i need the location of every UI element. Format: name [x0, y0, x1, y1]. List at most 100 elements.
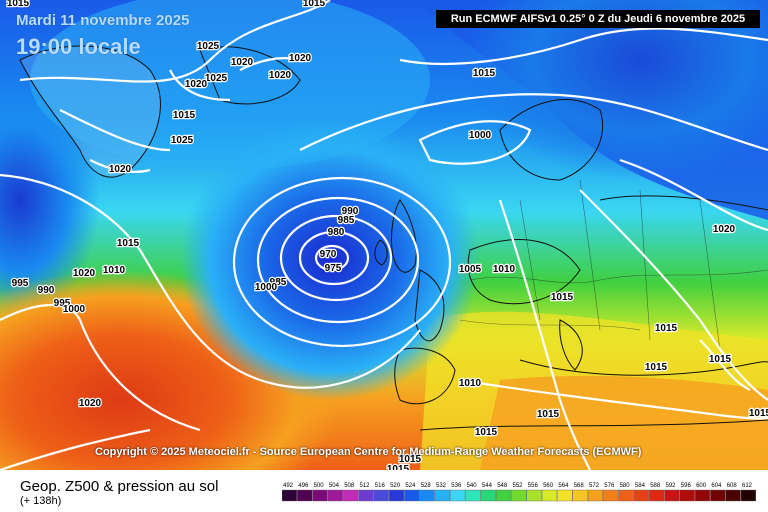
scale-swatch	[404, 489, 420, 502]
scale-label: 556	[528, 483, 539, 489]
scale-label: 612	[742, 483, 753, 489]
pressure-label: 1015	[173, 110, 196, 121]
pressure-label: 1010	[459, 378, 482, 389]
pressure-label: 1015	[709, 354, 732, 365]
pressure-label: 980	[328, 227, 345, 238]
forecast-lead-time: (+ 138h)	[20, 495, 62, 507]
pressure-label: 1025	[197, 41, 220, 52]
pressure-label: 1020	[289, 53, 312, 64]
scale-label: 532	[436, 483, 447, 489]
scale-swatch	[327, 489, 343, 502]
scale-label: 552	[512, 483, 523, 489]
pressure-label: 1020	[73, 268, 96, 279]
country-borders	[459, 179, 768, 351]
northeast-low-area	[460, 0, 768, 180]
scale-label: 564	[558, 483, 569, 489]
scale-swatch	[603, 489, 619, 502]
pressure-label: 1015	[399, 454, 422, 465]
scale-swatch	[633, 489, 649, 502]
scale-swatch	[419, 489, 435, 502]
scale-label: 600	[696, 483, 707, 489]
scale-swatch	[664, 489, 680, 502]
pressure-label: 1020	[269, 70, 292, 81]
pressure-label: 1000	[63, 304, 86, 315]
scale-swatch	[312, 489, 328, 502]
pressure-label: 1015	[655, 323, 678, 334]
scale-label: 512	[359, 483, 370, 489]
scale-label: 576	[604, 483, 615, 489]
pressure-label: 1020	[79, 398, 102, 409]
pressure-label: 1000	[469, 130, 492, 141]
scale-swatch	[480, 489, 496, 502]
scale-label: 504	[329, 483, 340, 489]
pressure-label: 985	[338, 215, 355, 226]
pressure-label: 970	[320, 249, 337, 260]
forecast-time: 19:00 locale	[16, 34, 141, 59]
scale-swatch	[434, 489, 451, 502]
scale-swatch	[649, 489, 665, 502]
pressure-label: 975	[325, 263, 342, 274]
scale-label: 492	[283, 483, 294, 489]
pressure-label: 985	[270, 277, 287, 288]
greenland-area	[30, 0, 430, 170]
scale-swatch	[740, 489, 757, 502]
scale-swatch	[343, 489, 359, 502]
color-scale: 492 496 500 504 508 512 516 520 524 528 532 536 540 5…	[282, 483, 757, 502]
west-low-area	[0, 80, 100, 320]
pressure-label: 1025	[171, 135, 194, 146]
scale-label: 536	[451, 483, 462, 489]
pressure-label: 1015	[749, 408, 768, 419]
scale-swatch	[297, 489, 313, 502]
scale-swatch	[465, 489, 481, 502]
scale-label: 528	[421, 483, 432, 489]
north-africa-warm-area	[480, 375, 768, 470]
pressure-label: 1005	[459, 264, 482, 275]
scale-swatch	[557, 489, 573, 502]
pressure-label: 1015	[475, 427, 498, 438]
scale-label: 604	[711, 483, 722, 489]
pressure-label: 1015	[117, 238, 140, 249]
weather-map: 1015 1015 1025 1020 1020 1025 1020 1020 …	[0, 0, 768, 470]
scale-swatch	[526, 489, 542, 502]
scale-label: 516	[375, 483, 386, 489]
scale-label: 572	[589, 483, 600, 489]
pressure-label: 1015	[537, 409, 560, 420]
pressure-label: 1015	[551, 292, 574, 303]
scale-swatch	[450, 489, 466, 502]
copyright-notice: Copyright © 2025 Meteociel.fr - Source E…	[95, 446, 642, 458]
pressure-label: 1015	[473, 68, 496, 79]
chart-title: Geop. Z500 & pression au sol	[20, 478, 219, 495]
scale-label: 596	[681, 483, 692, 489]
scale-swatch	[725, 489, 741, 502]
pressure-label: 1025	[205, 73, 228, 84]
forecast-date: Mardi 11 novembre 2025	[16, 12, 190, 29]
pressure-label: 1015	[303, 0, 326, 9]
scale-swatch	[572, 489, 588, 502]
scale-label: 508	[344, 483, 355, 489]
model-run-banner: Run ECMWF AIFSv1 0.25° 0 Z du Jeudi 6 no…	[436, 10, 760, 28]
scale-swatch	[511, 489, 527, 502]
scale-swatch	[618, 489, 634, 502]
scale-swatch	[679, 489, 695, 502]
scale-label: 540	[467, 483, 478, 489]
scale-label: 608	[727, 483, 738, 489]
scale-swatch	[541, 489, 558, 502]
scale-swatch	[358, 489, 374, 502]
isobars	[0, 0, 768, 470]
pressure-label: 1010	[493, 264, 516, 275]
pressure-label: 995	[12, 278, 29, 289]
pressure-label: 1015	[7, 0, 30, 9]
pressure-label: 1010	[103, 265, 126, 276]
scale-label: 544	[482, 483, 493, 489]
scale-label: 500	[314, 483, 325, 489]
scale-swatch	[587, 489, 604, 502]
pressure-label: 990	[38, 285, 55, 296]
pressure-label: 1020	[231, 57, 254, 68]
pressure-label: 1000	[255, 282, 278, 293]
pressure-label: 1020	[109, 164, 132, 175]
scale-swatch	[710, 489, 726, 502]
scale-label: 560	[543, 483, 554, 489]
scale-swatch	[694, 489, 711, 502]
pressure-label: 995	[54, 298, 71, 309]
pressure-label: 1020	[185, 79, 208, 90]
